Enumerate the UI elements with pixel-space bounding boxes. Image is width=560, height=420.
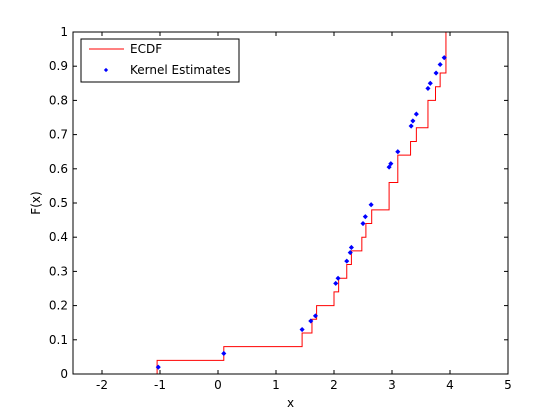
x-tick-label: -2	[96, 378, 108, 392]
legend: ECDF Kernel Estimates	[80, 38, 240, 83]
y-tick-label: 0.4	[49, 230, 68, 244]
y-tick-label: 0	[60, 367, 68, 381]
x-axis-label: x	[287, 396, 294, 410]
y-axis-label: F(x)	[29, 191, 43, 214]
kernel-estimate-point	[335, 275, 341, 281]
legend-ecdf-label: ECDF	[130, 42, 162, 56]
kernel-estimate-point	[299, 326, 305, 333]
legend-kernel-label: Kernel Estimates	[130, 63, 231, 77]
kernel-estimate-point	[347, 250, 353, 256]
y-tick-label: 0.9	[49, 59, 68, 73]
kernel-estimate-point	[333, 280, 339, 286]
kernel-estimate-point	[437, 61, 443, 68]
x-tick-label: 4	[446, 378, 454, 392]
legend-box	[80, 38, 240, 83]
kernel-estimate-point	[155, 364, 161, 370]
y-tick-label: 1	[60, 25, 68, 39]
kernel-estimate-point	[362, 214, 368, 220]
plot-area	[73, 32, 508, 374]
x-tick-label: -1	[154, 378, 166, 392]
kernel-estimate-point	[388, 161, 394, 167]
legend-kernel-marker	[103, 67, 109, 73]
y-tick-label: 0.8	[49, 93, 68, 107]
x-tick-label: 3	[388, 378, 396, 392]
kernel-estimate-point	[410, 118, 416, 124]
kernel-estimate-point	[308, 318, 314, 324]
kernel-estimate-point	[312, 313, 318, 319]
y-tick-label: 0.3	[49, 264, 68, 278]
x-tick-label: 1	[272, 378, 280, 392]
y-tick-label: 0.7	[49, 128, 68, 142]
kernel-estimate-point	[368, 202, 374, 208]
y-tick-label: 0.1	[49, 333, 68, 347]
kernel-estimate-point	[344, 258, 350, 264]
series-layer	[155, 32, 447, 374]
ticks-layer: -2 -1 0 1 2 3 4 5 0 0.1 0.2 0.3 0.4 0.5 0.6 0.7 0.8 0.9 1	[49, 25, 512, 392]
y-tick-label: 0.5	[49, 196, 68, 210]
kernel-estimate-point	[360, 220, 366, 227]
y-tick-label: 0.2	[49, 299, 68, 313]
x-tick-label: 0	[214, 378, 222, 392]
x-tick-label: 2	[330, 378, 338, 392]
y-tick-label: 0.6	[49, 162, 68, 176]
kernel-estimate-point	[221, 350, 227, 357]
x-tick-label: 5	[504, 378, 512, 392]
kernel-estimate-point	[348, 244, 354, 251]
ecdf-series-line	[156, 32, 447, 374]
kernel-estimate-point	[395, 149, 401, 155]
